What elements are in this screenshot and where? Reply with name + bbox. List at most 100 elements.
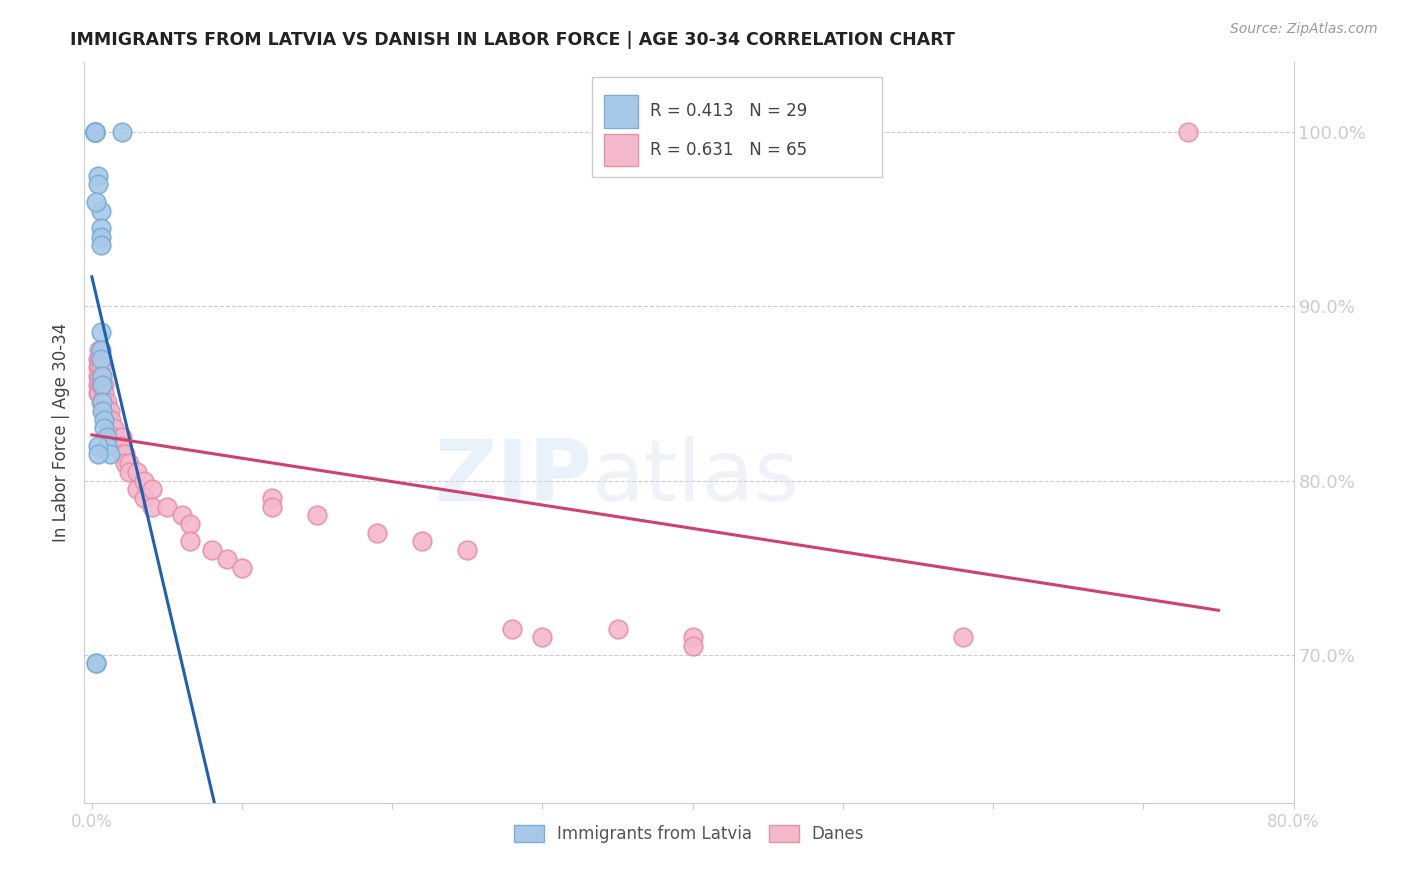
Point	[141, 500, 163, 514]
Text: R = 0.413   N = 29: R = 0.413 N = 29	[650, 103, 807, 120]
Point	[94, 404, 117, 418]
Point	[98, 404, 121, 418]
Point	[103, 421, 125, 435]
Point	[90, 203, 112, 218]
Point	[96, 412, 118, 426]
Point	[682, 630, 704, 644]
Point	[93, 377, 115, 392]
Point	[134, 474, 156, 488]
Point	[91, 404, 114, 418]
Text: R = 0.631   N = 65: R = 0.631 N = 65	[650, 141, 807, 159]
Point	[531, 630, 554, 644]
Point	[87, 377, 110, 392]
Point	[114, 456, 136, 470]
Point	[89, 351, 111, 366]
Point	[89, 343, 111, 357]
Point	[262, 491, 284, 505]
Point	[201, 543, 224, 558]
Point	[83, 125, 105, 139]
Point	[262, 500, 284, 514]
Point	[98, 412, 121, 426]
Point	[179, 517, 201, 532]
Point	[118, 456, 141, 470]
Point	[86, 657, 108, 671]
Point	[90, 238, 112, 252]
Point	[93, 412, 115, 426]
Point	[103, 430, 125, 444]
FancyBboxPatch shape	[605, 95, 638, 128]
Point	[90, 360, 112, 375]
Point	[952, 630, 974, 644]
Point	[89, 386, 111, 401]
Point	[125, 465, 148, 479]
Point	[90, 343, 112, 357]
Point	[111, 439, 134, 453]
Point	[87, 447, 110, 461]
Point	[90, 351, 112, 366]
Point	[87, 169, 110, 183]
Point	[96, 430, 118, 444]
Point	[83, 125, 105, 139]
Point	[100, 421, 122, 435]
Point	[96, 439, 118, 453]
FancyBboxPatch shape	[605, 134, 638, 166]
Point	[98, 447, 121, 461]
Point	[93, 386, 115, 401]
Point	[87, 439, 110, 453]
Point	[87, 351, 110, 366]
Point	[83, 125, 105, 139]
Point	[111, 447, 134, 461]
Point	[89, 369, 111, 384]
Point	[456, 543, 478, 558]
Point	[90, 221, 112, 235]
Point	[134, 491, 156, 505]
Point	[94, 395, 117, 409]
Point	[86, 657, 108, 671]
Point	[90, 377, 112, 392]
Text: atlas: atlas	[592, 435, 800, 518]
Point	[91, 395, 114, 409]
Point	[87, 386, 110, 401]
Point	[89, 360, 111, 375]
Point	[87, 369, 110, 384]
Text: Source: ZipAtlas.com: Source: ZipAtlas.com	[1230, 22, 1378, 37]
Point	[90, 369, 112, 384]
Point	[411, 534, 433, 549]
Point	[83, 125, 105, 139]
Legend: Immigrants from Latvia, Danes: Immigrants from Latvia, Danes	[506, 819, 872, 850]
Point	[89, 377, 111, 392]
Point	[118, 465, 141, 479]
Point	[307, 508, 329, 523]
Point	[111, 430, 134, 444]
Point	[93, 421, 115, 435]
Y-axis label: In Labor Force | Age 30-34: In Labor Force | Age 30-34	[52, 323, 70, 542]
Point	[91, 395, 114, 409]
Point	[96, 404, 118, 418]
Point	[91, 377, 114, 392]
Point	[90, 326, 112, 340]
Point	[100, 412, 122, 426]
Point	[90, 351, 112, 366]
Point	[87, 360, 110, 375]
Point	[231, 560, 253, 574]
Point	[366, 525, 388, 540]
Point	[501, 622, 523, 636]
Point	[125, 482, 148, 496]
Point	[90, 229, 112, 244]
Point	[83, 125, 105, 139]
Point	[606, 622, 628, 636]
Text: ZIP: ZIP	[434, 435, 592, 518]
Point	[90, 395, 112, 409]
Point	[91, 369, 114, 384]
Point	[83, 125, 105, 139]
Point	[87, 178, 110, 192]
Point	[170, 508, 193, 523]
Point	[111, 125, 134, 139]
Text: IMMIGRANTS FROM LATVIA VS DANISH IN LABOR FORCE | AGE 30-34 CORRELATION CHART: IMMIGRANTS FROM LATVIA VS DANISH IN LABO…	[70, 31, 955, 49]
Point	[682, 639, 704, 653]
FancyBboxPatch shape	[592, 78, 883, 178]
Point	[114, 447, 136, 461]
Point	[93, 404, 115, 418]
Point	[141, 482, 163, 496]
Point	[91, 377, 114, 392]
